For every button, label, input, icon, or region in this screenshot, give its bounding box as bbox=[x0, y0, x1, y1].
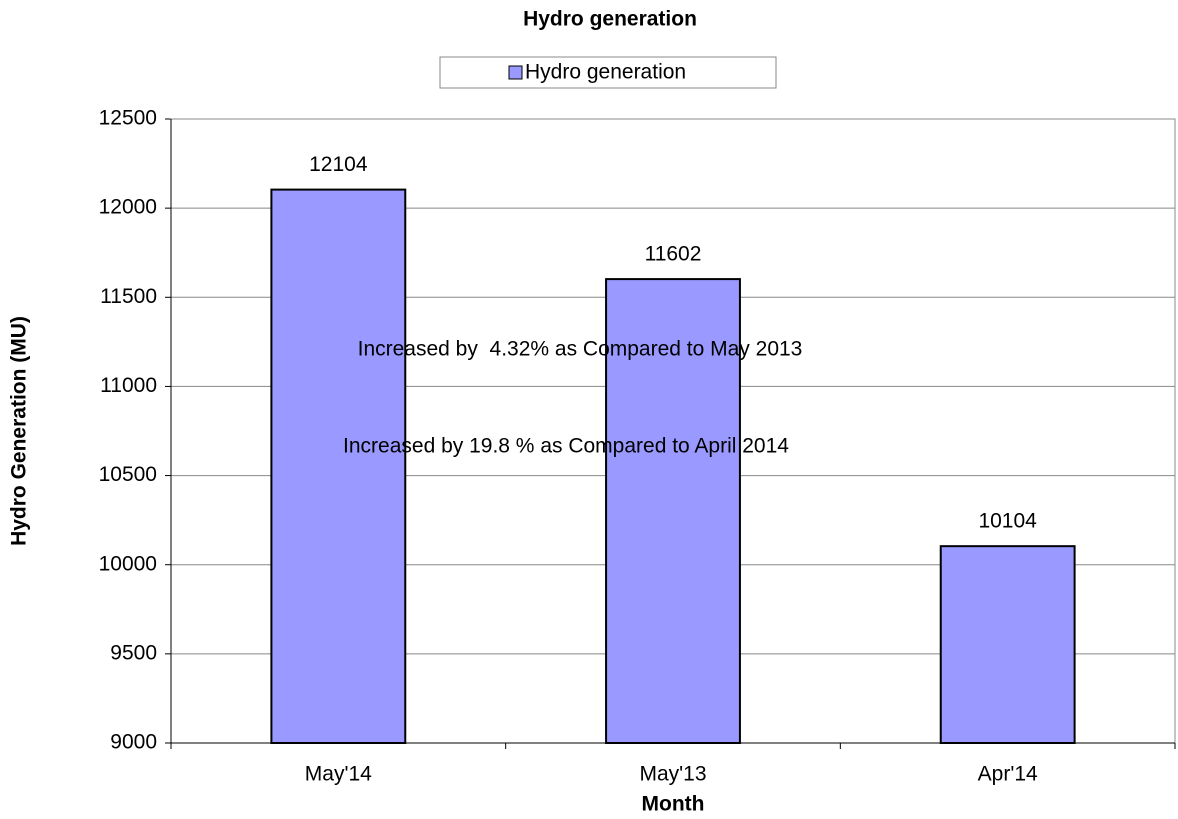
y-tick-label: 12500 bbox=[99, 107, 157, 130]
legend-swatch bbox=[508, 65, 523, 80]
y-tick-label: 10500 bbox=[99, 463, 157, 486]
annotation: Increased by 4.32% as Compared to May 20… bbox=[358, 338, 803, 361]
y-tick-label: 12000 bbox=[99, 196, 157, 219]
y-tick-label: 10000 bbox=[99, 552, 157, 575]
data-label: 10104 bbox=[978, 510, 1037, 533]
x-tick-label: May'14 bbox=[305, 763, 372, 786]
bar bbox=[270, 188, 407, 744]
data-label: 11602 bbox=[645, 243, 702, 266]
y-tick-label: 9500 bbox=[110, 641, 157, 664]
y-tick-label: 11500 bbox=[100, 285, 157, 308]
y-axis-label: Hydro Generation (MU) bbox=[8, 316, 31, 546]
y-tick-label: 9000 bbox=[110, 731, 157, 754]
x-tick-label: Apr'14 bbox=[978, 763, 1038, 786]
x-axis-label: Month bbox=[642, 793, 705, 816]
legend-box bbox=[439, 56, 777, 89]
bar bbox=[605, 278, 741, 744]
annotation: Increased by 19.8 % as Compared to April… bbox=[343, 435, 789, 458]
data-label: 12104 bbox=[309, 153, 368, 176]
y-tick-label: 11000 bbox=[100, 374, 157, 397]
legend-label: Hydro generation bbox=[525, 61, 686, 84]
chart-title: Hydro generation bbox=[523, 8, 697, 31]
bar bbox=[939, 545, 1076, 744]
x-tick-label: May'13 bbox=[639, 763, 706, 786]
